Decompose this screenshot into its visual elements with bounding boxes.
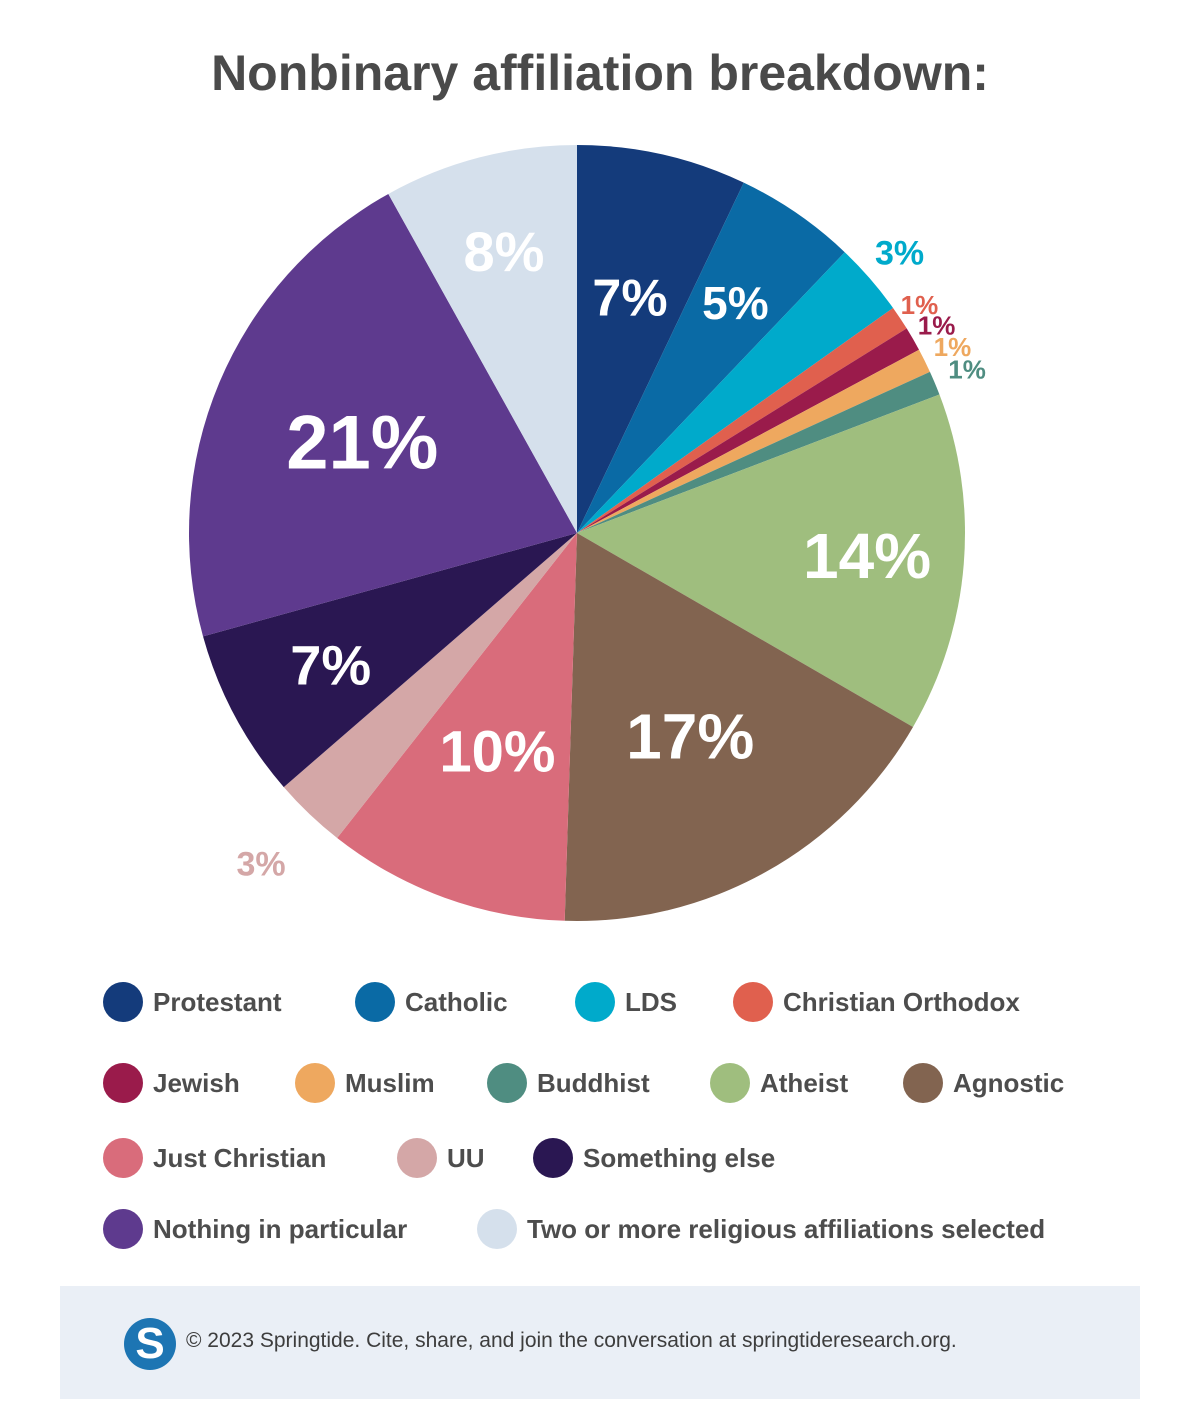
- legend-swatch: [103, 1138, 143, 1178]
- slice-label-just-christian: 10%: [439, 719, 555, 784]
- slice-label-christian-orthodox: 1%: [901, 290, 939, 320]
- pie-slice-agnostic: [564, 533, 914, 922]
- slice-label-something-else: 7%: [290, 633, 371, 696]
- legend-item-two-or-more-religious-affiliations-selected: Two or more religious affiliations selec…: [477, 1209, 1045, 1249]
- pie-slice-catholic: [577, 182, 845, 534]
- legend-item-muslim: Muslim: [295, 1063, 435, 1103]
- slice-label-agnostic: 17%: [626, 700, 754, 772]
- footer: S © 2023 Springtide. Cite, share, and jo…: [60, 1286, 1140, 1399]
- footer-text: © 2023 Springtide. Cite, share, and join…: [186, 1329, 957, 1352]
- slice-label-jewish: 1%: [918, 310, 956, 340]
- legend-label: LDS: [625, 986, 677, 1017]
- slice-label-atheist: 14%: [803, 520, 931, 592]
- legend-label: Something else: [583, 1142, 776, 1173]
- legend-label: UU: [447, 1142, 485, 1173]
- pie-slice-lds: [577, 252, 894, 533]
- chart-title: Nonbinary affiliation breakdown:: [211, 45, 989, 101]
- slice-label-uu: 3%: [236, 845, 285, 883]
- slice-label-catholic: 5%: [702, 277, 768, 329]
- legend-item-nothing-in-particular: Nothing in particular: [103, 1209, 407, 1249]
- springtide-logo: S: [124, 1318, 176, 1370]
- legend-label: Nothing in particular: [153, 1213, 408, 1244]
- legend-label: Muslim: [345, 1067, 435, 1098]
- pie-slice-just-christian: [337, 533, 577, 921]
- legend-item-atheist: Atheist: [710, 1063, 848, 1103]
- legend-label: Agnostic: [953, 1067, 1065, 1098]
- legend-label: Two or more religious affiliations selec…: [527, 1213, 1046, 1244]
- legend-item-lds: LDS: [575, 982, 677, 1022]
- legend-swatch: [397, 1138, 437, 1178]
- legend-swatch: [295, 1063, 335, 1103]
- legend-item-jewish: Jewish: [103, 1063, 240, 1103]
- pie-slice-muslim: [577, 349, 930, 533]
- pie-slice-protestant: [577, 145, 744, 533]
- legend-label: Atheist: [760, 1067, 849, 1098]
- pie-slice-two-or-more-religious-affiliations-selected: [388, 145, 577, 533]
- legend-item-protestant: Protestant: [103, 982, 282, 1022]
- legend-swatch: [103, 1063, 143, 1103]
- legend-label: Jewish: [153, 1067, 240, 1098]
- legend-item-catholic: Catholic: [355, 982, 508, 1022]
- legend-item-just-christian: Just Christian: [103, 1138, 326, 1178]
- legend-label: Protestant: [153, 986, 282, 1017]
- slice-label-lds: 3%: [875, 235, 924, 273]
- legend-item-uu: UU: [397, 1138, 485, 1178]
- pie-slice-uu: [283, 533, 577, 838]
- legend-label: Buddhist: [537, 1067, 650, 1098]
- legend-swatch: [575, 982, 615, 1022]
- legend-label: Catholic: [405, 986, 508, 1017]
- slice-label-muslim: 1%: [934, 332, 972, 362]
- legend-swatch: [710, 1063, 750, 1103]
- legend-swatch: [533, 1138, 573, 1178]
- pie-slice-christian-orthodox: [577, 307, 907, 533]
- legend-item-buddhist: Buddhist: [487, 1063, 650, 1103]
- legend-label: Christian Orthodox: [783, 986, 1020, 1017]
- legend-item-christian-orthodox: Christian Orthodox: [733, 982, 1020, 1022]
- pie-slice-something-else: [203, 533, 577, 788]
- legend-swatch: [103, 982, 143, 1022]
- legend-swatch: [355, 982, 395, 1022]
- legend-swatch: [487, 1063, 527, 1103]
- pie-chart: 7% 5%3%1%1%1%1%14%17%10%3%7%21%8%: [189, 145, 986, 922]
- legend-label: Just Christian: [153, 1142, 327, 1173]
- legend-item-agnostic: Agnostic: [903, 1063, 1064, 1103]
- pie-slice-buddhist: [577, 371, 940, 533]
- slice-label-nothing-in-particular: 21%: [286, 401, 438, 486]
- pie-slice-atheist: [577, 394, 965, 727]
- legend-swatch: [477, 1209, 517, 1249]
- pie-slice-jewish: [577, 328, 920, 533]
- legend-swatch: [733, 982, 773, 1022]
- slice-label-protestant: 7%: [592, 269, 667, 327]
- legend-swatch: [903, 1063, 943, 1103]
- slice-label-two-or-more-religious-affiliations-selected: 8%: [463, 220, 544, 283]
- slice-label-buddhist: 1%: [948, 355, 986, 385]
- legend-swatch: [103, 1209, 143, 1249]
- legend-item-something-else: Something else: [533, 1138, 775, 1178]
- pie-slice-nothing-in-particular: [189, 193, 577, 637]
